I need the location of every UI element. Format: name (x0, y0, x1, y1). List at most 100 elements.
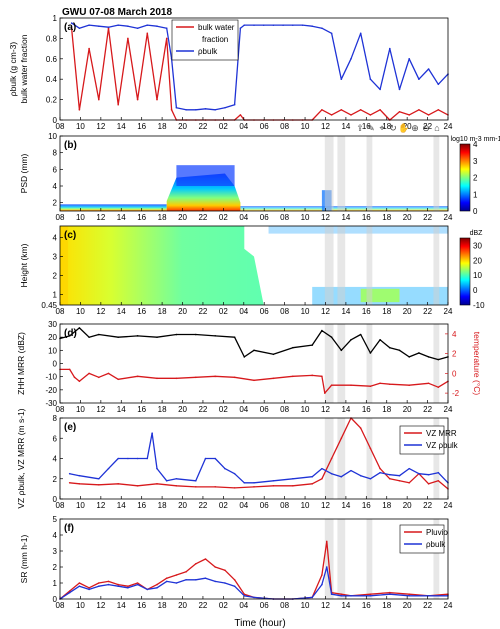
x-tick-label: 16 (362, 405, 371, 414)
shade-band (366, 324, 373, 403)
y-right-tick-label: 2 (452, 350, 457, 359)
shade-band (324, 136, 334, 211)
data-point (292, 375, 294, 378)
data-point (185, 571, 187, 573)
home-icon[interactable]: ⌂ (434, 123, 439, 133)
x-tick-label: 12 (96, 501, 105, 510)
data-point (68, 335, 71, 337)
x-tick-label: 20 (178, 122, 187, 131)
y-tick-label: 1 (53, 14, 58, 23)
data-point (78, 27, 81, 30)
x-tick-label: 12 (96, 213, 105, 222)
y-tick-label: 0.2 (46, 96, 58, 105)
x-tick-label: 10 (301, 307, 310, 316)
y-tick-label: 4 (53, 455, 58, 464)
data-point (117, 583, 119, 586)
data-point (340, 78, 343, 80)
y-tick-label: 6 (53, 434, 58, 443)
data-point (359, 427, 362, 429)
data-point (427, 114, 430, 116)
data-point (330, 336, 333, 338)
series-line (70, 27, 449, 121)
x-tick-label: 10 (76, 405, 85, 414)
data-point (136, 375, 139, 378)
data-point (408, 356, 411, 358)
pan-icon[interactable]: ✋ (398, 122, 409, 133)
colorbar-unit: log10 m-3 mm-1 (451, 136, 500, 143)
data-point (292, 346, 294, 349)
rotate-icon[interactable]: ↻ (389, 123, 397, 133)
x-tick-label: 18 (382, 213, 391, 222)
data-point (156, 587, 158, 589)
x-tick-label: 14 (341, 601, 350, 610)
export-icon[interactable]: ⇪ (356, 123, 364, 133)
zoom-out-icon[interactable]: ⊖ (422, 123, 430, 133)
colorbar-tick-label: 0 (473, 207, 478, 216)
zoom-in-icon[interactable]: ⊕ (411, 123, 419, 133)
data-point (350, 114, 352, 116)
brush-icon[interactable]: ✎ (367, 123, 375, 133)
x-tick-label: 12 (321, 601, 330, 610)
x-tick-label: 16 (137, 501, 146, 510)
data-point (253, 379, 255, 382)
datatip-icon[interactable]: ⌖ (379, 123, 384, 133)
x-tick-label: 18 (382, 307, 391, 316)
x-tick-label: 08 (280, 405, 289, 414)
data-point (340, 437, 343, 440)
data-point (127, 37, 129, 40)
y-tick-label: 30 (48, 320, 57, 329)
data-point (398, 111, 401, 113)
x-tick-label: 14 (341, 307, 350, 316)
x-tick-label: 02 (219, 122, 228, 131)
data-point (107, 580, 110, 583)
data-point (233, 487, 236, 489)
colorbar-tick-label: 4 (473, 140, 478, 149)
series-line (69, 417, 449, 490)
data-point (204, 558, 207, 560)
data-point (185, 109, 187, 111)
x-tick-label: 18 (382, 122, 391, 131)
data-point (156, 467, 158, 470)
y-tick-label: -10 (45, 373, 57, 382)
x-tick-label: 22 (423, 122, 432, 131)
series-line (69, 432, 449, 484)
data-point (151, 432, 153, 434)
data-point (214, 580, 216, 583)
data-point (73, 376, 76, 379)
radar-fill (60, 226, 68, 305)
axes-frame (59, 323, 449, 404)
data-point (418, 78, 420, 80)
data-point (78, 582, 81, 584)
x-tick-label: 14 (341, 213, 350, 222)
x-tick-label: 14 (117, 405, 126, 414)
plot-toolbar[interactable]: ⇪ ✎ ⌖ ↻ ✋ ⊕ ⊖ ⌂ (356, 122, 439, 133)
x-tick-label: 04 (239, 307, 248, 316)
data-point (243, 24, 246, 26)
y-tick-label: 4 (53, 182, 58, 191)
data-point (389, 477, 391, 480)
data-point (165, 479, 168, 482)
data-point (379, 109, 381, 111)
data-point (239, 27, 242, 30)
data-point (156, 25, 158, 27)
x-tick-label: 10 (301, 405, 310, 414)
axes-frame (59, 225, 449, 306)
data-point (233, 579, 236, 581)
data-point (330, 457, 333, 460)
y-right-axis-label: temperature (°C) (472, 332, 482, 396)
data-point (311, 25, 314, 27)
data-point (379, 88, 381, 91)
legend-box (399, 425, 445, 455)
y-tick-label: 4 (53, 531, 58, 540)
data-point (156, 583, 158, 586)
data-point (379, 339, 381, 341)
data-point (369, 595, 372, 597)
colorbar-tick-label: 0 (473, 286, 478, 295)
x-tick-label: 18 (382, 501, 391, 510)
data-point (127, 585, 129, 587)
data-point (311, 483, 314, 485)
data-point (321, 477, 323, 480)
data-point (350, 469, 352, 472)
series-line (59, 566, 448, 600)
